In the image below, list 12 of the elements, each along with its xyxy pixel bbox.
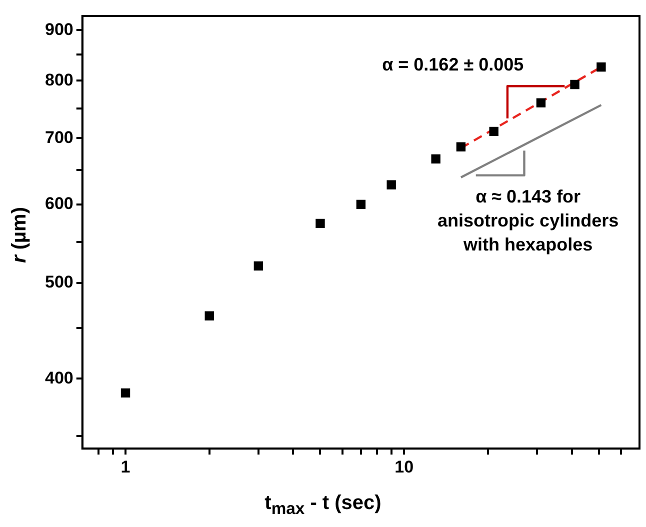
annotation: α ≈ 0.143 for anisotropic cylinders with hexapoles [438,186,619,255]
x-tick-label: 10 [394,457,414,476]
y-tick-label: 400 [44,368,74,388]
y-tick-label: 500 [44,272,74,292]
x-tick-label: 1 [120,457,130,476]
y-tick-label: 700 [44,128,74,147]
y-tick-label: 600 [44,194,74,214]
x-axis-title: t$_{max}$ - t (sec) [264,492,382,519]
annotation: α = 0.162 ± 0.005 [382,54,524,75]
y-tick-label: 900 [44,20,74,39]
y-tick-label: 800 [44,70,74,90]
y-axis-title: r (µm) [8,207,32,263]
